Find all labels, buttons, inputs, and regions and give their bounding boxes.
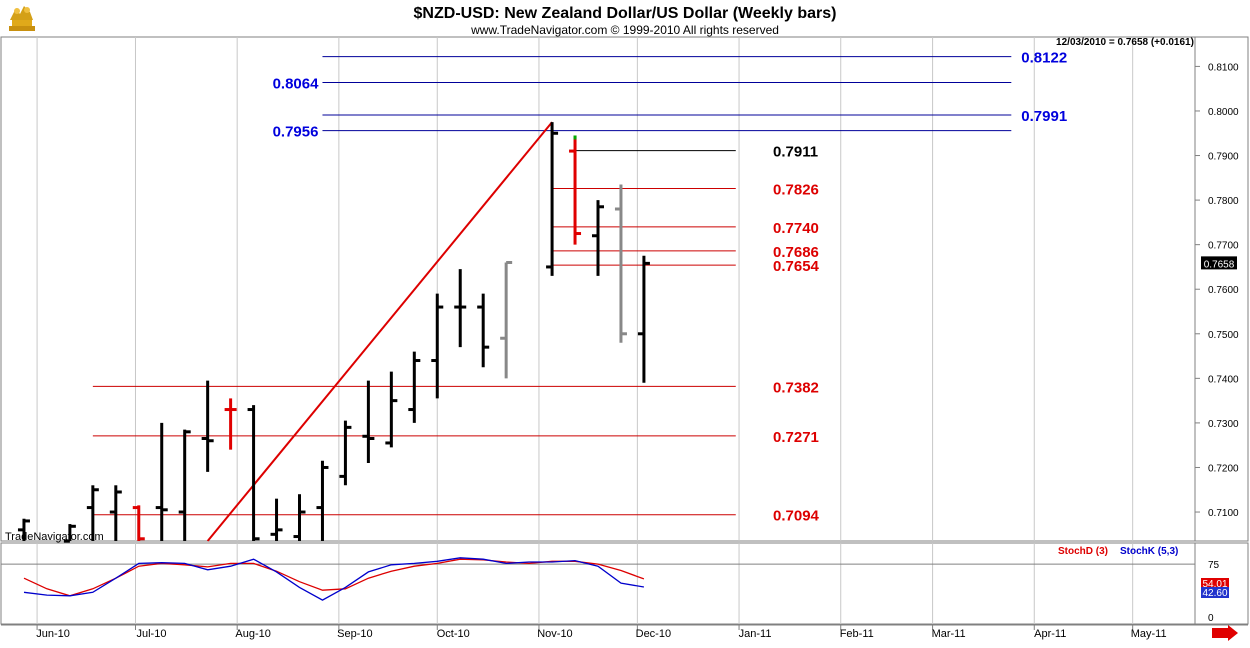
date-tick-label: Oct-10	[437, 628, 470, 640]
legend-stoch-d: StochD (3)	[1058, 546, 1108, 557]
price-tick-label: 0.7500	[1208, 330, 1239, 341]
fib-level-label: 0.7956	[273, 124, 319, 141]
price-panel-frame	[0, 36, 1196, 542]
price-tick-label: 0.7100	[1208, 508, 1239, 519]
last-quote-status: 12/03/2010 = 0.7658 (+0.0161)	[1056, 37, 1194, 48]
price-tick-label: 0.8100	[1208, 62, 1239, 73]
stoch-tick-label: 0	[1208, 613, 1214, 624]
stoch-last-badge	[1201, 578, 1229, 589]
date-tick-label: Feb-11	[840, 628, 874, 640]
date-axis: Jun-10 Jul-10 Aug-10 Sep-10 Oct-10 Nov-10 Dec-…	[36, 625, 1167, 640]
fib-level-label: 0.7271	[773, 429, 819, 446]
date-tick-label: Jan-11	[739, 628, 772, 640]
stoch-last-value: 54.01	[1202, 579, 1227, 590]
last-price-badge: 0.7658	[1201, 256, 1237, 270]
price-axis: 0.7100 0.7200 0.7300 0.7400 0.7500 0.7600 0.77…	[1195, 62, 1239, 519]
stoch-axis-frame	[1194, 542, 1249, 625]
fib-level-label: 0.7686	[773, 244, 819, 261]
date-tick-label: Jun-10	[36, 628, 70, 640]
stoch-series-line	[23, 557, 645, 601]
stoch-last-badge	[1201, 587, 1229, 598]
stoch-tick-label: 75	[1208, 560, 1220, 571]
price-tick-label: 0.7300	[1208, 419, 1239, 430]
fib-level-label: 0.7654	[773, 258, 820, 275]
date-tick-label: Mar-11	[932, 628, 966, 640]
scroll-right-arrow-icon[interactable]	[1212, 625, 1238, 641]
date-tick-label: Aug-10	[235, 628, 270, 640]
fib-level-label: 0.7382	[773, 379, 819, 396]
date-tick-label: Apr-11	[1034, 628, 1066, 640]
price-tick-label: 0.7800	[1208, 196, 1239, 207]
fib-level-label: 0.7911	[773, 144, 818, 161]
fib-level-label: 0.7094	[773, 508, 820, 525]
stoch-last-value: 42.60	[1202, 588, 1227, 599]
price-tick-label: 0.7600	[1208, 285, 1239, 296]
chart-title: $NZD-USD: New Zealand Dollar/US Dollar (…	[414, 5, 837, 22]
trade-navigator-logo-icon	[9, 6, 35, 31]
trend-line	[206, 121, 553, 542]
fib-level-label: 0.8122	[1021, 50, 1067, 67]
last-price-label: 0.7658	[1204, 259, 1235, 270]
fib-level-label: 0.8064	[273, 75, 320, 92]
price-tick-label: 0.7900	[1208, 152, 1239, 163]
fib-level-label: 0.7991	[1021, 108, 1067, 125]
ohlc-bars	[17, 122, 650, 543]
date-tick-label: Jul-10	[137, 628, 167, 640]
watermark-text: TradeNavigator.com	[5, 531, 104, 543]
price-tick-label: 0.7400	[1208, 374, 1239, 385]
date-tick-label: May-11	[1131, 628, 1167, 640]
date-tick-label: Nov-10	[537, 628, 572, 640]
stoch-panel-frame	[0, 542, 1196, 625]
grid	[36, 37, 1134, 624]
fib-level-label: 0.7740	[773, 220, 819, 237]
price-tick-label: 0.7700	[1208, 241, 1239, 252]
copyright-text: www.TradeNavigator.com © 1999-2010 All r…	[470, 23, 779, 37]
trend-line-group	[206, 121, 553, 542]
legend-stoch-k: StochK (5,3)	[1120, 546, 1178, 557]
date-tick-label: Dec-10	[636, 628, 671, 640]
price-tick-label: 0.7200	[1208, 463, 1239, 474]
fib-level-label: 0.7826	[773, 182, 819, 199]
date-tick-label: Sep-10	[337, 628, 372, 640]
price-tick-label: 0.8000	[1208, 107, 1239, 118]
fibonacci-levels: 0.8122 0.8064 0.7991 0.7956 0.7911 0.7826 0.77…	[92, 50, 1067, 525]
